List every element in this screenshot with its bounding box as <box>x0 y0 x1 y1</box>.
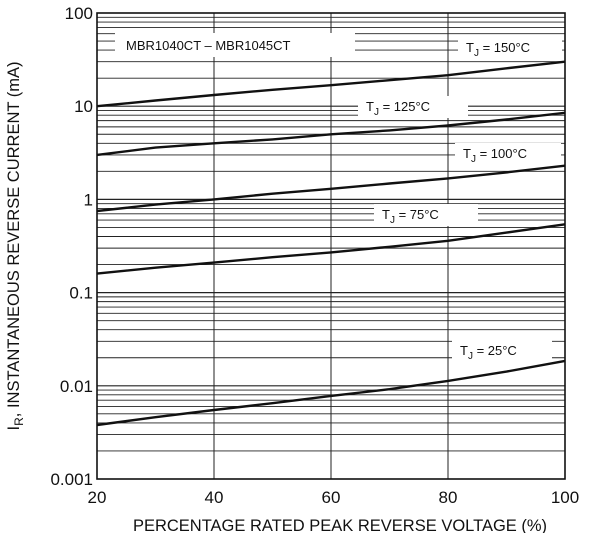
series-label-rest: = 100°C <box>476 146 527 161</box>
x-tick-label: 80 <box>439 488 458 507</box>
series-labels: TJ = 150°CTJ = 125°CTJ = 100°CTJ = 75°CT… <box>358 37 562 362</box>
title-box: MBR1040CT – MBR1045CT <box>115 33 355 57</box>
series-label-subscript: J <box>471 154 476 165</box>
y-axis-label-subscript: R <box>12 417 26 426</box>
x-tick-label: 20 <box>88 488 107 507</box>
series-label: TJ = 25°C <box>460 343 517 362</box>
y-tick-label: 0.01 <box>60 377 93 396</box>
y-tick-label: 1 <box>84 190 93 209</box>
series-curves <box>96 60 566 427</box>
grid-lines <box>97 13 565 479</box>
x-tick-label: 60 <box>322 488 341 507</box>
series-label-bg <box>458 37 562 59</box>
tick-labels: 20 40 60 80 100 0.001 0.01 0.1 1 10 100 <box>50 4 579 507</box>
series-line <box>96 359 566 427</box>
series-label-subscript: J <box>474 48 479 59</box>
y-tick-label: 0.1 <box>69 284 93 303</box>
y-axis-label: IR, INSTANTANEOUS REVERSE CURRENT (mA) <box>5 62 26 431</box>
series-label-main: T <box>366 99 374 114</box>
series-label-main: T <box>382 207 390 222</box>
series-label-bg <box>374 204 478 226</box>
y-axis-label-main: I <box>5 426 23 431</box>
series-label-subscript: J <box>390 215 395 226</box>
y-tick-label: 100 <box>65 4 93 23</box>
series-label-rest: = 150°C <box>479 40 530 55</box>
series-label-main: T <box>463 146 471 161</box>
series-label: TJ = 75°C <box>382 207 439 226</box>
y-tick-label: 0.001 <box>50 470 93 489</box>
x-tick-label: 40 <box>205 488 224 507</box>
series-label-rest: = 125°C <box>379 99 430 114</box>
y-axis-label-rest: , INSTANTANEOUS REVERSE CURRENT (mA) <box>5 62 23 418</box>
series-label-rest: = 25°C <box>473 343 517 358</box>
series-label: TJ = 125°C <box>366 99 430 118</box>
series-line <box>96 164 566 213</box>
plot-frame <box>96 12 566 480</box>
series-line <box>96 111 566 157</box>
series-label-bg <box>452 340 552 362</box>
series-label-rest: = 75°C <box>395 207 439 222</box>
series-label: TJ = 150°C <box>466 40 530 59</box>
series-line <box>96 60 566 108</box>
x-tick-label: 100 <box>551 488 579 507</box>
y-tick-label: 10 <box>74 97 93 116</box>
series-label: TJ = 100°C <box>463 146 527 165</box>
chart-title: MBR1040CT – MBR1045CT <box>126 38 291 53</box>
series-label-bg <box>455 143 561 165</box>
series-label-main: T <box>460 343 468 358</box>
series-label-main: T <box>466 40 474 55</box>
series-line <box>96 223 566 275</box>
series-label-subscript: J <box>374 107 379 118</box>
x-axis-label: PERCENTAGE RATED PEAK REVERSE VOLTAGE (%… <box>133 517 547 533</box>
series-label-subscript: J <box>468 351 473 362</box>
series-label-bg <box>358 96 468 118</box>
